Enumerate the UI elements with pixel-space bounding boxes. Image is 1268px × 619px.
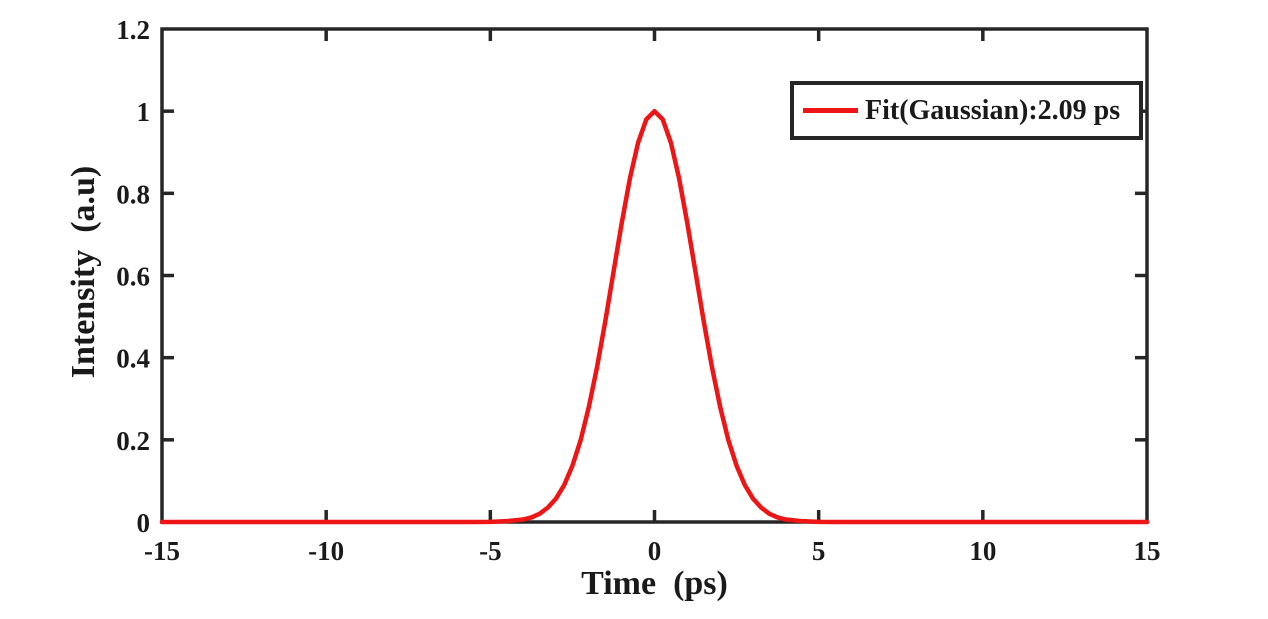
y-axis-label: Intensity (a.u): [65, 165, 102, 379]
y-tick-label: 0.8: [116, 179, 150, 209]
legend: Fit(Gaussian):2.09 ps: [790, 81, 1143, 140]
y-tick-label: 0.2: [116, 426, 150, 456]
y-tick-label: 0: [137, 508, 151, 538]
x-tick-label: 0: [648, 536, 662, 566]
tick-marks: [162, 29, 1147, 522]
x-axis-label: Time (ps): [581, 565, 728, 602]
y-tick-label: 1: [137, 97, 151, 127]
legend-entry-label: Fit(Gaussian):2.09 ps: [865, 94, 1121, 126]
x-tick-label: -15: [144, 536, 180, 566]
y-tick-label: 0.6: [116, 262, 150, 292]
x-tick-label: 5: [812, 536, 826, 566]
y-tick-label: 0.4: [116, 344, 150, 374]
y-tick-label: 1.2: [116, 15, 150, 45]
x-tick-label: -10: [308, 536, 344, 566]
legend-line-sample: [803, 108, 858, 113]
x-tick-label: 15: [1134, 536, 1161, 566]
x-tick-label: -5: [479, 536, 502, 566]
x-tick-label: 10: [969, 536, 996, 566]
gaussian-fit-curve: [159, 108, 1150, 525]
